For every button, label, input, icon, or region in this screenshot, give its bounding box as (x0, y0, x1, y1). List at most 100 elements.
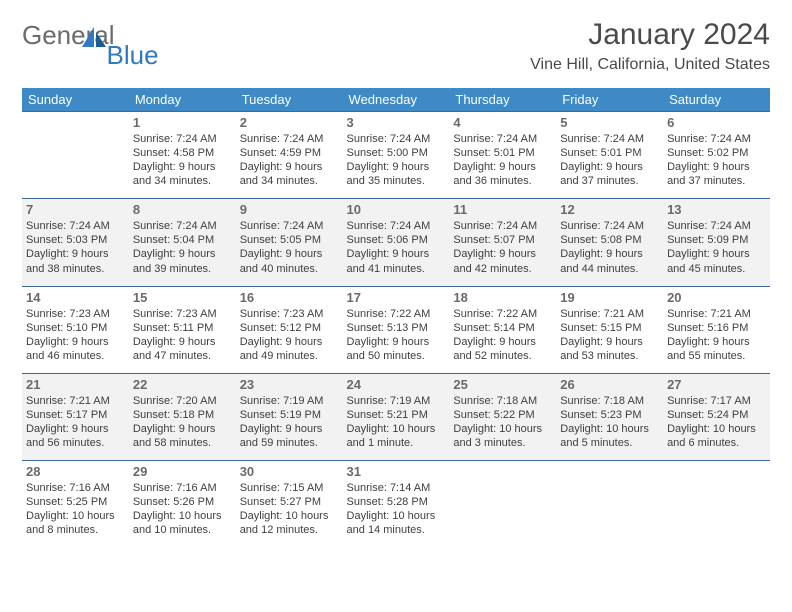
day-info-line: Daylight: 10 hours (26, 509, 125, 523)
day-info: Sunrise: 7:19 AMSunset: 5:21 PMDaylight:… (347, 394, 446, 450)
day-info-line: Sunset: 5:03 PM (26, 233, 125, 247)
day-number: 9 (240, 202, 339, 217)
header: General Blue January 2024 Vine Hill, Cal… (22, 18, 770, 74)
day-info-line: Sunrise: 7:24 AM (667, 219, 766, 233)
day-info-line: Sunset: 5:04 PM (133, 233, 232, 247)
calendar-day: 7Sunrise: 7:24 AMSunset: 5:03 PMDaylight… (22, 199, 129, 286)
day-info-line: Sunrise: 7:24 AM (133, 219, 232, 233)
day-info: Sunrise: 7:23 AMSunset: 5:11 PMDaylight:… (133, 307, 232, 363)
day-info-line: Sunrise: 7:24 AM (453, 132, 552, 146)
day-info-line: Daylight: 9 hours (560, 335, 659, 349)
day-info-line: Sunset: 5:26 PM (133, 495, 232, 509)
day-number: 8 (133, 202, 232, 217)
day-info-line: and 46 minutes. (26, 349, 125, 363)
calendar-day: 1Sunrise: 7:24 AMSunset: 4:58 PMDaylight… (129, 112, 236, 199)
day-info-line: Sunrise: 7:24 AM (347, 219, 446, 233)
day-info: Sunrise: 7:24 AMSunset: 5:04 PMDaylight:… (133, 219, 232, 275)
day-info-line: and 59 minutes. (240, 436, 339, 450)
day-info-line: Sunset: 5:01 PM (453, 146, 552, 160)
day-header: Wednesday (343, 88, 450, 112)
day-number: 6 (667, 115, 766, 130)
day-info-line: Sunrise: 7:16 AM (26, 481, 125, 495)
day-info-line: Sunrise: 7:14 AM (347, 481, 446, 495)
day-info-line: Sunrise: 7:19 AM (347, 394, 446, 408)
day-info-line: Sunrise: 7:18 AM (560, 394, 659, 408)
day-info: Sunrise: 7:18 AMSunset: 5:23 PMDaylight:… (560, 394, 659, 450)
logo-sail-icon (81, 26, 107, 53)
day-number: 18 (453, 290, 552, 305)
day-info: Sunrise: 7:20 AMSunset: 5:18 PMDaylight:… (133, 394, 232, 450)
day-info-line: Sunrise: 7:22 AM (453, 307, 552, 321)
calendar-day: 31Sunrise: 7:14 AMSunset: 5:28 PMDayligh… (343, 461, 450, 548)
day-info: Sunrise: 7:14 AMSunset: 5:28 PMDaylight:… (347, 481, 446, 537)
day-info-line: Sunset: 5:01 PM (560, 146, 659, 160)
day-info-line: and 49 minutes. (240, 349, 339, 363)
day-info-line: Daylight: 10 hours (133, 509, 232, 523)
day-info-line: and 47 minutes. (133, 349, 232, 363)
calendar-day: 8 Sunrise: 7:24 AMSunset: 5:04 PMDaylight… (129, 199, 236, 286)
day-number: 24 (347, 377, 446, 392)
day-info-line: and 14 minutes. (347, 523, 446, 537)
day-header: Sunday (22, 88, 129, 112)
day-info-line: Sunrise: 7:19 AM (240, 394, 339, 408)
day-info: Sunrise: 7:17 AMSunset: 5:24 PMDaylight:… (667, 394, 766, 450)
calendar-day: 18 Sunrise: 7:22 AMSunset: 5:14 PMDayligh… (449, 286, 556, 373)
day-header: Friday (556, 88, 663, 112)
day-info: Sunrise: 7:18 AMSunset: 5:22 PMDaylight:… (453, 394, 552, 450)
day-info-line: Daylight: 9 hours (560, 160, 659, 174)
day-info-line: Sunset: 5:11 PM (133, 321, 232, 335)
day-number: 26 (560, 377, 659, 392)
day-info: Sunrise: 7:24 AMSunset: 5:07 PMDaylight:… (453, 219, 552, 275)
day-info-line: Sunrise: 7:24 AM (240, 132, 339, 146)
day-info-line: Daylight: 9 hours (26, 422, 125, 436)
day-info-line: and 1 minute. (347, 436, 446, 450)
day-info-line: Sunset: 5:15 PM (560, 321, 659, 335)
day-info-line: Daylight: 9 hours (133, 160, 232, 174)
day-info: Sunrise: 7:23 AMSunset: 5:12 PMDaylight:… (240, 307, 339, 363)
day-info-line: and 34 minutes. (133, 174, 232, 188)
day-info-line: Sunrise: 7:24 AM (133, 132, 232, 146)
day-info-line: Sunset: 5:24 PM (667, 408, 766, 422)
calendar-day (556, 461, 663, 548)
calendar-day: 30Sunrise: 7:15 AMSunset: 5:27 PMDayligh… (236, 461, 343, 548)
day-info-line: Sunrise: 7:22 AM (347, 307, 446, 321)
day-info: Sunrise: 7:22 AMSunset: 5:14 PMDaylight:… (453, 307, 552, 363)
day-info: Sunrise: 7:16 AMSunset: 5:25 PMDaylight:… (26, 481, 125, 537)
day-info-line: Sunset: 5:17 PM (26, 408, 125, 422)
day-info: Sunrise: 7:24 AMSunset: 4:58 PMDaylight:… (133, 132, 232, 188)
location: Vine Hill, California, United States (530, 56, 770, 74)
day-info-line: Sunset: 5:09 PM (667, 233, 766, 247)
day-info-line: Sunrise: 7:24 AM (560, 219, 659, 233)
day-info-line: Daylight: 10 hours (347, 509, 446, 523)
logo-text-blue: Blue (107, 40, 159, 71)
day-number: 15 (133, 290, 232, 305)
day-info-line: Daylight: 9 hours (453, 335, 552, 349)
day-info: Sunrise: 7:16 AMSunset: 5:26 PMDaylight:… (133, 481, 232, 537)
calendar-day: 23Sunrise: 7:19 AMSunset: 5:19 PMDayligh… (236, 373, 343, 460)
day-header: Monday (129, 88, 236, 112)
day-info-line: Sunset: 5:14 PM (453, 321, 552, 335)
day-info-line: Sunrise: 7:18 AM (453, 394, 552, 408)
calendar-day: 14Sunrise: 7:23 AMSunset: 5:10 PMDayligh… (22, 286, 129, 373)
calendar-day: 28Sunrise: 7:16 AMSunset: 5:25 PMDayligh… (22, 461, 129, 548)
day-info-line: and 40 minutes. (240, 262, 339, 276)
calendar-day: 15 Sunrise: 7:23 AMSunset: 5:11 PMDayligh… (129, 286, 236, 373)
day-number: 25 (453, 377, 552, 392)
day-info-line: Daylight: 9 hours (667, 247, 766, 261)
calendar-week: 1Sunrise: 7:24 AMSunset: 4:58 PMDaylight… (22, 112, 770, 199)
day-info-line: Sunset: 5:18 PM (133, 408, 232, 422)
day-number: 17 (347, 290, 446, 305)
day-info-line: Sunset: 5:25 PM (26, 495, 125, 509)
calendar-day (22, 112, 129, 199)
day-info: Sunrise: 7:24 AMSunset: 5:08 PMDaylight:… (560, 219, 659, 275)
day-info-line: Sunrise: 7:24 AM (26, 219, 125, 233)
day-info: Sunrise: 7:15 AMSunset: 5:27 PMDaylight:… (240, 481, 339, 537)
day-info: Sunrise: 7:24 AMSunset: 5:03 PMDaylight:… (26, 219, 125, 275)
day-info-line: Sunset: 5:02 PM (667, 146, 766, 160)
day-info-line: Daylight: 9 hours (667, 335, 766, 349)
day-info-line: Sunset: 5:16 PM (667, 321, 766, 335)
day-info-line: Sunrise: 7:20 AM (133, 394, 232, 408)
day-info-line: Daylight: 9 hours (347, 335, 446, 349)
calendar-day: 4Sunrise: 7:24 AMSunset: 5:01 PMDaylight… (449, 112, 556, 199)
calendar-week: 7Sunrise: 7:24 AMSunset: 5:03 PMDaylight… (22, 199, 770, 286)
